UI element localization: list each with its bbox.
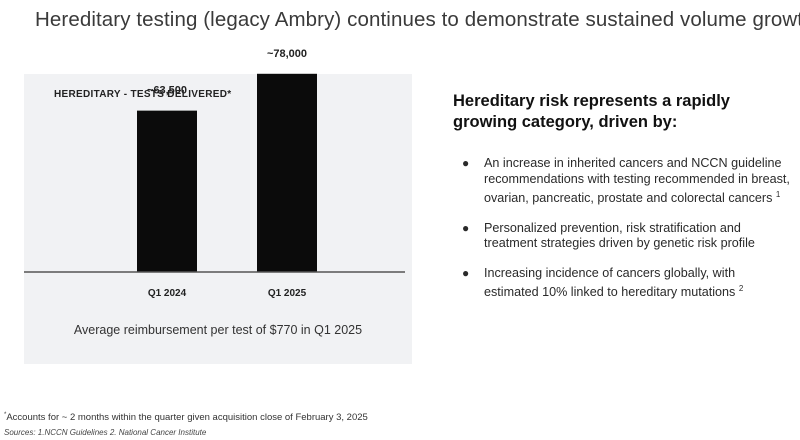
x-tick-label: Q1 2025 <box>268 288 307 299</box>
footnote: *Accounts for ~ 2 months within the quar… <box>4 412 368 423</box>
chart-caption: Average reimbursement per test of $770 i… <box>73 323 363 337</box>
data-label: ~63,500 <box>147 85 187 97</box>
bullet-ref: 1 <box>775 190 781 199</box>
bullet-text: Personalized prevention, risk stratifica… <box>484 220 755 251</box>
sources: Sources: 1.NCCN Guidelines 2. National C… <box>4 428 207 437</box>
right-heading: Hereditary risk represents a rapidly gro… <box>453 92 730 131</box>
bullet-item: ● Increasing incidence of cancers globall… <box>462 266 792 301</box>
bullet-item: ● An increase in inherited cancers and NC… <box>462 156 792 207</box>
chart-panel <box>24 74 412 364</box>
bullet-icon: ● <box>462 156 470 170</box>
bullet-text: An increase in inherited cancers and NCC… <box>484 156 790 206</box>
data-label: ~78,000 <box>267 48 307 60</box>
bullet-item: ● Personalized prevention, risk stratific… <box>462 221 792 252</box>
bullet-text: Increasing incidence of cancers globally… <box>484 265 736 300</box>
bullet-ref: 2 <box>738 284 744 294</box>
bullet-list: ● An increase in inherited cancers and NC… <box>462 156 792 315</box>
footnote-marker: * <box>4 412 7 418</box>
x-tick-label: Q1 2024 <box>148 288 187 299</box>
chart-title: HEREDITARY - TESTS DELIVERED* <box>54 89 232 100</box>
footnote-text: Accounts for ~ 2 months within the quart… <box>6 412 368 424</box>
bullet-icon: ● <box>462 220 470 235</box>
slide-title: Hereditary testing (legacy Ambry) contin… <box>35 8 800 31</box>
bar-q1-2025 <box>257 73 317 272</box>
bullet-icon: ● <box>462 265 470 280</box>
bar-q1-2024 <box>137 110 197 273</box>
